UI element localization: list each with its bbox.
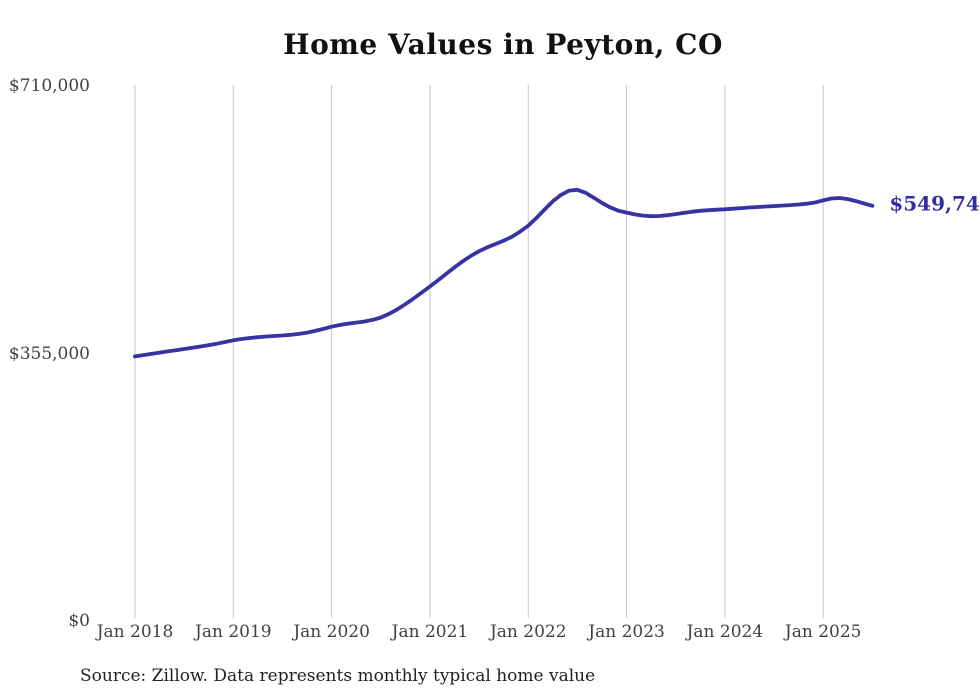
y-axis-tick-label: $0 [68,611,90,631]
x-axis-tick-label: Jan 2025 [784,622,862,642]
x-axis-tick-label: Jan 2020 [293,622,370,642]
x-axis-tick-label: Jan 2022 [489,622,567,642]
x-axis-tick-label: Jan 2018 [96,622,174,642]
home-value-trend-line [133,187,875,359]
vertical-gridlines [134,85,824,618]
source-note: Source: Zillow. Data represents monthly … [80,666,596,686]
x-axis-tick-label: Jan 2024 [686,622,764,642]
x-axis-tick-label: Jan 2021 [391,622,469,642]
y-axis-tick-label: $710,000 [8,76,90,96]
chart-title: Home Values in Peyton, CO [283,28,723,61]
latest-value-label: $549,746 [889,191,980,216]
x-axis-tick-label: Jan 2019 [195,622,272,642]
x-axis-tick-label: Jan 2023 [588,622,665,642]
y-axis-tick-label: $355,000 [8,343,90,364]
